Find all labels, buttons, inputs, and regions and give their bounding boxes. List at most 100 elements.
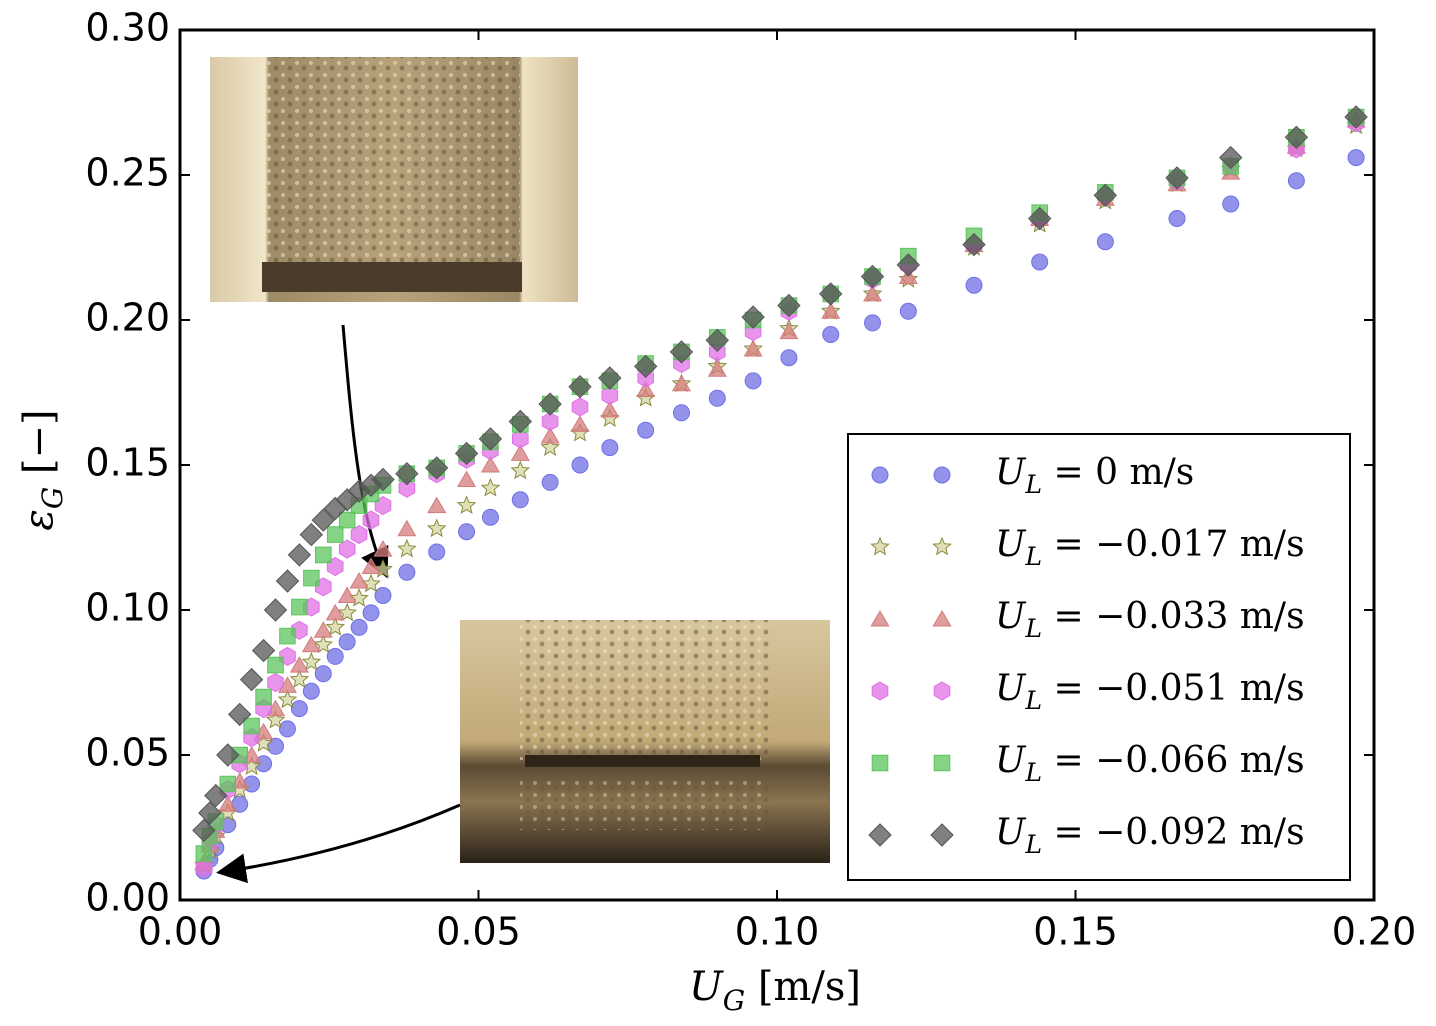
- point: [265, 709, 286, 729]
- point: [538, 392, 562, 416]
- point: [822, 326, 840, 343]
- point: [511, 491, 529, 509]
- rest: = −0.051 m/s: [1042, 668, 1304, 709]
- subscript: G: [723, 984, 745, 1017]
- subscript: L: [1024, 758, 1042, 787]
- legend-label: UL = −0.092 m/s: [995, 812, 1305, 859]
- point: [864, 314, 882, 332]
- subscript: L: [1024, 470, 1042, 499]
- point: [338, 539, 356, 559]
- point: [302, 682, 320, 700]
- rest: = −0.092 m/s: [1042, 812, 1304, 853]
- legend-marker: [870, 610, 890, 627]
- x-tick-label: 0.10: [735, 910, 820, 954]
- point: [374, 587, 392, 604]
- point: [1218, 145, 1243, 170]
- point: [708, 389, 726, 407]
- point: [326, 647, 344, 665]
- point: [1287, 172, 1305, 190]
- point: [424, 456, 449, 480]
- y-axis-label: εG [−]: [16, 409, 69, 530]
- symbol: U: [995, 452, 1027, 493]
- inset-texture: [520, 780, 770, 830]
- point: [338, 633, 356, 651]
- point: [508, 409, 533, 434]
- point: [571, 397, 589, 417]
- point: [362, 510, 380, 530]
- arrow: [216, 803, 461, 884]
- point: [275, 569, 300, 593]
- point: [315, 546, 332, 564]
- point: [255, 688, 272, 706]
- point: [962, 232, 986, 257]
- point: [397, 519, 417, 537]
- y-tick-label: 0.00: [85, 876, 170, 920]
- subscript: L: [1024, 542, 1042, 571]
- point: [290, 700, 308, 718]
- point: [291, 598, 308, 616]
- point: [818, 282, 843, 306]
- point: [598, 366, 622, 390]
- point: [218, 795, 238, 812]
- point: [899, 302, 917, 320]
- point: [705, 328, 730, 353]
- point: [216, 743, 240, 767]
- point: [481, 508, 499, 526]
- rest: [−]: [16, 409, 62, 486]
- point: [860, 264, 885, 289]
- point: [263, 598, 288, 622]
- legend-label: UL = −0.051 m/s: [995, 668, 1305, 715]
- inset-base: [262, 262, 522, 292]
- legend: UL = 0 m/sUL = −0.017 m/sUL = −0.033 m/s…: [847, 433, 1351, 881]
- point: [541, 411, 559, 432]
- point: [251, 638, 276, 663]
- point: [337, 602, 357, 622]
- point: [454, 441, 479, 466]
- point: [779, 322, 799, 340]
- point: [314, 665, 332, 683]
- point: [398, 478, 416, 498]
- rest: = −0.017 m/s: [1042, 524, 1304, 565]
- y-tick-label: 0.30: [85, 6, 170, 50]
- symbol: U: [995, 740, 1027, 781]
- point: [456, 495, 477, 514]
- point: [457, 470, 477, 487]
- subscript: G: [36, 487, 69, 509]
- point: [510, 460, 531, 480]
- point: [863, 284, 883, 302]
- point: [743, 339, 763, 357]
- point: [204, 783, 228, 808]
- point: [540, 426, 560, 444]
- point: [707, 360, 727, 377]
- point: [671, 374, 691, 392]
- point: [601, 385, 619, 405]
- point: [361, 557, 381, 574]
- legend-label: UL = −0.066 m/s: [995, 740, 1305, 787]
- point: [303, 569, 320, 587]
- point: [821, 302, 841, 319]
- x-tick-label: 0.05: [436, 910, 521, 954]
- point: [426, 518, 447, 538]
- point: [326, 526, 344, 543]
- point: [337, 586, 357, 603]
- point: [287, 543, 312, 567]
- inset-photos: [210, 57, 830, 884]
- rest: [m/s]: [745, 964, 861, 1010]
- point: [227, 702, 252, 727]
- point: [278, 720, 296, 738]
- legend-box: [847, 433, 1351, 881]
- point: [398, 563, 416, 581]
- point: [397, 538, 417, 558]
- rest: = −0.066 m/s: [1042, 740, 1304, 781]
- point: [350, 618, 368, 636]
- legend-marker: [933, 754, 951, 772]
- point: [289, 669, 310, 688]
- point: [777, 293, 801, 318]
- legend-label: UL = −0.033 m/s: [995, 596, 1305, 643]
- point: [1344, 105, 1368, 129]
- point: [195, 858, 213, 878]
- point: [349, 572, 369, 589]
- point: [371, 467, 395, 492]
- point: [480, 477, 501, 497]
- point: [600, 400, 620, 418]
